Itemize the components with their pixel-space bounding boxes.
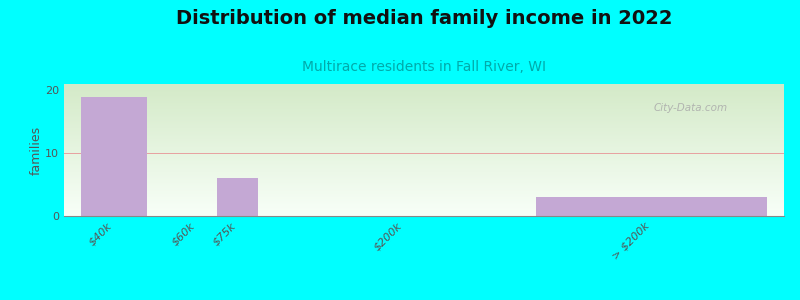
Y-axis label: families: families (30, 125, 42, 175)
Text: Multirace residents in Fall River, WI: Multirace residents in Fall River, WI (302, 60, 546, 74)
Text: City-Data.com: City-Data.com (654, 103, 727, 113)
Text: Distribution of median family income in 2022: Distribution of median family income in … (176, 9, 672, 28)
Bar (217, 178, 258, 216)
Bar (536, 197, 767, 216)
Bar (81, 97, 146, 216)
